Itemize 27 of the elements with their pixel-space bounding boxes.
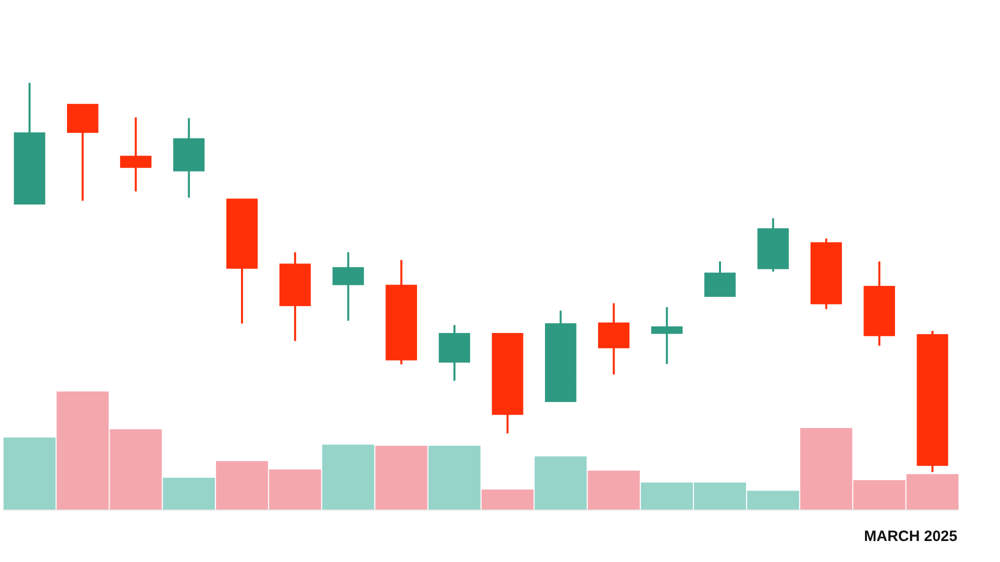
candlestick bbox=[651, 306, 683, 366]
bar bbox=[4, 437, 56, 510]
bar bbox=[162, 478, 215, 510]
candlestick bbox=[704, 260, 736, 297]
candlestick bbox=[120, 116, 152, 192]
candlestick bbox=[173, 117, 205, 199]
candlestick bbox=[66, 104, 98, 202]
candlestick bbox=[14, 82, 46, 204]
candlestick bbox=[810, 238, 842, 310]
candlestick bbox=[438, 324, 470, 382]
candlestick bbox=[598, 302, 630, 376]
candlestick bbox=[332, 251, 364, 322]
text: MARCH 2025 bbox=[864, 528, 958, 545]
bar bbox=[588, 470, 640, 510]
candlestick bbox=[544, 310, 576, 402]
candlestick bbox=[757, 217, 789, 273]
candlestick bbox=[916, 330, 948, 472]
bar bbox=[482, 490, 534, 510]
bar bbox=[534, 456, 587, 510]
candlestick bbox=[226, 198, 258, 324]
bar bbox=[375, 446, 428, 510]
candlestick bbox=[279, 251, 311, 342]
candlestick bbox=[864, 260, 896, 347]
bar bbox=[428, 446, 480, 510]
bar bbox=[322, 444, 374, 510]
candlestick bbox=[386, 258, 418, 366]
candlestick bbox=[492, 333, 524, 434]
